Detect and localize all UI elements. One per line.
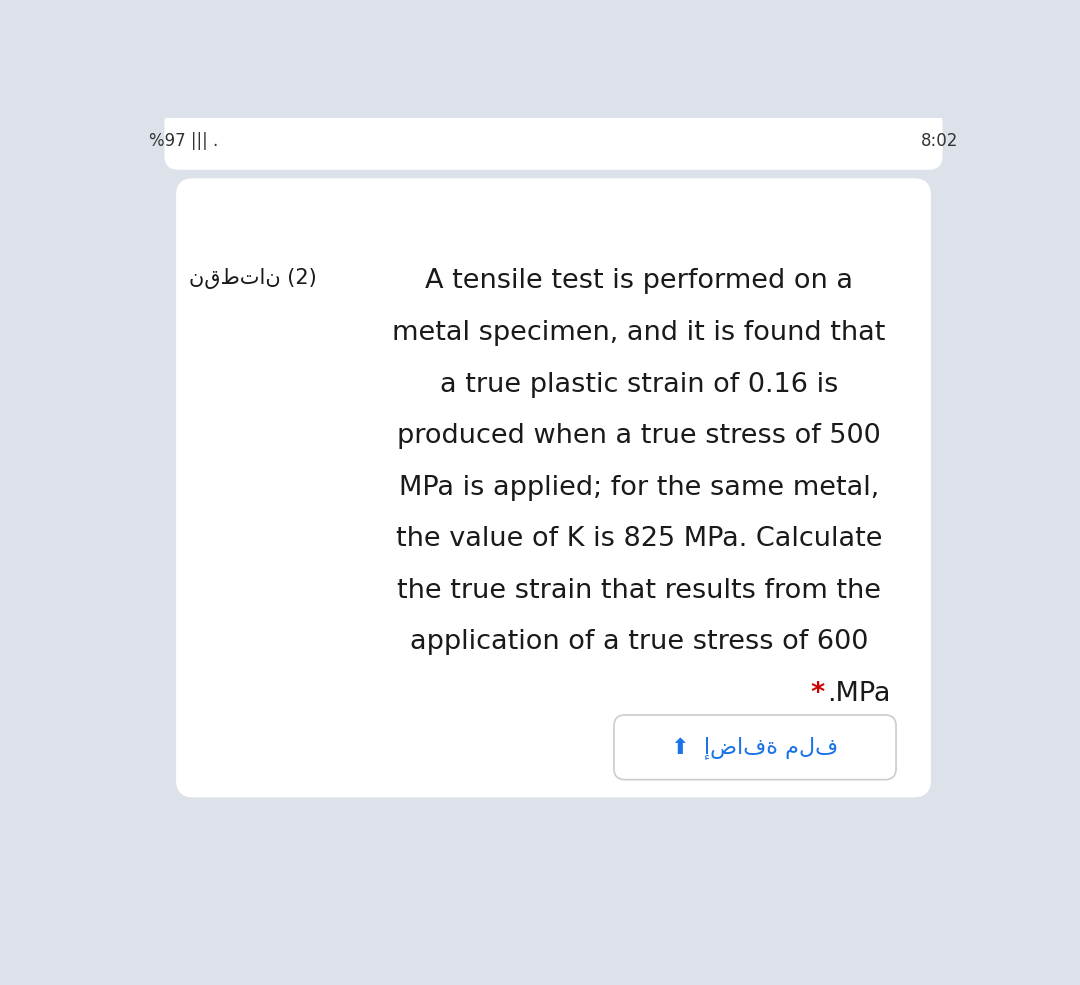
FancyBboxPatch shape [613,715,896,780]
Text: MPa is applied; for the same metal,: MPa is applied; for the same metal, [399,475,879,500]
Text: ⬆  إضافة ملف: ⬆ إضافة ملف [672,736,838,758]
Text: A tensile test is performed on a: A tensile test is performed on a [424,268,853,295]
Text: the true strain that results from the: the true strain that results from the [396,578,881,604]
Text: %97 ||| .: %97 ||| . [149,132,229,151]
FancyBboxPatch shape [164,109,943,169]
Text: *: * [810,681,825,707]
Text: the value of K is 825 MPa. Calculate: the value of K is 825 MPa. Calculate [395,526,882,553]
FancyBboxPatch shape [176,178,931,797]
Text: 8:02: 8:02 [920,132,958,151]
Text: metal specimen, and it is found that: metal specimen, and it is found that [392,320,886,346]
Text: نقطتان (2): نقطتان (2) [189,268,318,290]
Text: .MPa: .MPa [827,681,891,707]
Text: application of a true stress of 600: application of a true stress of 600 [409,629,868,655]
Text: produced when a true stress of 500: produced when a true stress of 500 [396,424,880,449]
Text: a true plastic strain of 0.16 is: a true plastic strain of 0.16 is [440,371,838,398]
